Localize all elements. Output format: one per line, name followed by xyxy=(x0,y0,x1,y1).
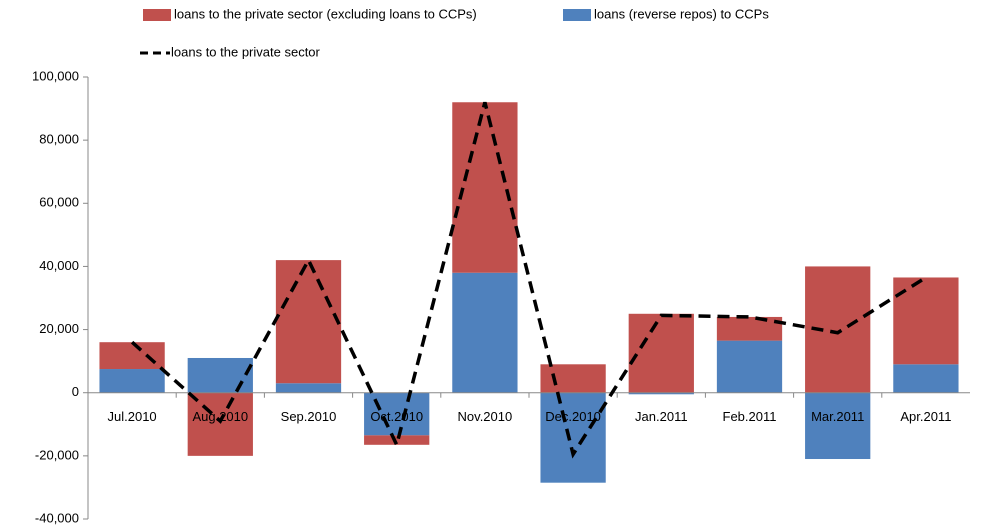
x-tick-label: Jul.2010 xyxy=(108,409,157,424)
y-tick-label: 40,000 xyxy=(39,258,79,273)
x-tick-label: Dec.2010 xyxy=(545,409,601,424)
x-tick-label: Apr.2011 xyxy=(900,409,951,424)
bar xyxy=(275,260,342,384)
x-tick-label: Nov.2010 xyxy=(458,409,513,424)
x-tick-label: Feb.2011 xyxy=(723,409,777,424)
bar xyxy=(452,272,518,393)
legend-label: loans to the private sector (excluding l… xyxy=(174,6,477,21)
x-tick-label: Jan.2011 xyxy=(635,409,688,424)
bar xyxy=(628,313,694,393)
line xyxy=(130,101,927,459)
bar xyxy=(452,102,518,273)
bar xyxy=(99,342,165,370)
y-tick-label: 0 xyxy=(72,384,79,399)
bar xyxy=(628,392,694,395)
y-tick-label: -40,000 xyxy=(35,510,79,525)
bar xyxy=(540,392,606,483)
bar xyxy=(716,340,783,393)
y-tick-label: 60,000 xyxy=(39,195,79,210)
bar xyxy=(893,364,959,393)
x-tick-label: Sep.2010 xyxy=(281,409,337,424)
legend-label: loans (reverse repos) to CCPs xyxy=(594,6,769,21)
bar xyxy=(187,357,253,393)
y-tick-label: 20,000 xyxy=(39,321,79,336)
y-tick-label: 100,000 xyxy=(32,68,79,83)
bar xyxy=(364,435,430,445)
legend-swatch xyxy=(563,9,591,21)
legend-swatch xyxy=(143,9,171,21)
bar xyxy=(275,383,342,393)
bar xyxy=(187,392,253,456)
y-tick-label: -20,000 xyxy=(35,447,79,462)
x-tick-label: Oct.2010 xyxy=(370,409,423,424)
x-tick-label: Aug.2010 xyxy=(192,409,248,424)
bar xyxy=(716,316,783,341)
bar xyxy=(805,392,871,460)
y-tick-label: 80,000 xyxy=(39,132,79,147)
bar xyxy=(99,369,165,393)
bar xyxy=(540,364,606,393)
x-tick-label: Mar.2011 xyxy=(811,409,864,424)
legend-label: loans to the private sector xyxy=(171,44,321,59)
